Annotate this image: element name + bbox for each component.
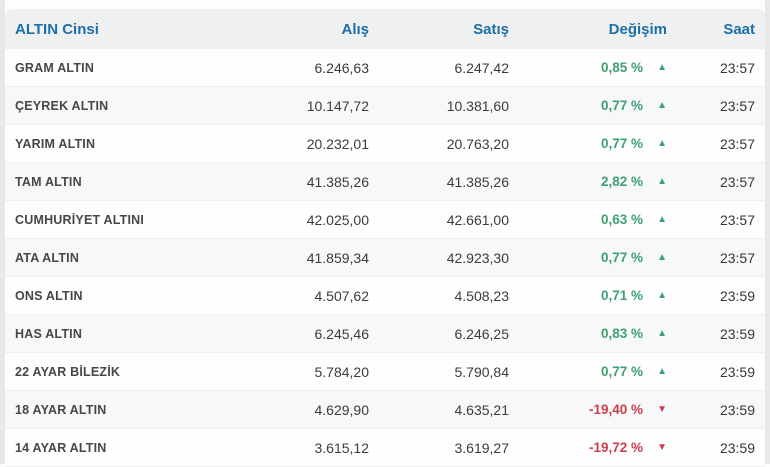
- page-right-margin: [765, 0, 770, 464]
- gold-type-cell: HAS ALTIN: [15, 326, 83, 341]
- sell-price-cell: 4.635,21: [454, 401, 510, 418]
- table-row: ATA ALTIN 41.859,34 42.923,30 0,77 % ▲ 2…: [5, 239, 765, 277]
- time-cell: 23:59: [719, 439, 755, 456]
- up-arrow-icon: ▲: [657, 175, 667, 187]
- time-cell: 23:57: [719, 211, 755, 228]
- down-arrow-icon: ▼: [657, 441, 667, 453]
- table-row: ÇEYREK ALTIN 10.147,72 10.381,60 0,77 % …: [5, 87, 765, 125]
- up-arrow-icon: ▲: [657, 251, 667, 263]
- table-row: GRAM ALTIN 6.246,63 6.247,42 0,85 % ▲ 23…: [5, 49, 765, 87]
- sell-price-cell: 10.381,60: [446, 97, 509, 114]
- change-cell: 0,77 % ▲: [509, 136, 667, 151]
- buy-price-cell: 5.784,20: [314, 363, 370, 380]
- buy-price-cell: 10.147,72: [306, 97, 369, 114]
- sell-price-cell: 4.508,23: [454, 287, 510, 304]
- buy-price-cell: 4.507,62: [314, 287, 370, 304]
- time-cell: 23:59: [719, 401, 755, 418]
- change-percent: -19,40 %: [588, 402, 643, 417]
- sell-price-cell: 3.619,27: [454, 439, 510, 456]
- gold-type-cell: CUMHURİYET ALTINI: [15, 212, 145, 227]
- gold-type-cell: ÇEYREK ALTIN: [15, 98, 109, 113]
- change-cell: 2,82 % ▲: [509, 174, 667, 189]
- change-percent: 0,77 %: [600, 98, 643, 113]
- header-cell-change: Değişim: [608, 20, 667, 38]
- table-row: ONS ALTIN 4.507,62 4.508,23 0,71 % ▲ 23:…: [5, 277, 765, 315]
- gold-type-cell: 14 AYAR ALTIN: [15, 440, 107, 455]
- down-arrow-icon: ▼: [657, 403, 667, 415]
- up-arrow-icon: ▲: [657, 213, 667, 225]
- header-cell-sell: Satış: [473, 20, 509, 38]
- gold-type-cell: 18 AYAR ALTIN: [15, 402, 107, 417]
- gold-type-cell: TAM ALTIN: [15, 174, 82, 189]
- sell-price-cell: 41.385,26: [446, 173, 509, 190]
- sell-price-cell: 42.661,00: [446, 211, 509, 228]
- time-cell: 23:57: [719, 249, 755, 266]
- gold-type-cell: ONS ALTIN: [15, 288, 83, 303]
- up-arrow-icon: ▲: [657, 61, 667, 73]
- table-row: 14 AYAR ALTIN 3.615,12 3.619,27 -19,72 %…: [5, 429, 765, 467]
- header-cell-gold-type: ALTIN Cinsi: [15, 20, 99, 38]
- time-cell: 23:57: [719, 97, 755, 114]
- buy-price-cell: 6.246,63: [314, 59, 370, 76]
- header-cell-buy: Alış: [341, 20, 369, 38]
- header-cell-time: Saat: [723, 20, 755, 38]
- time-cell: 23:59: [719, 325, 755, 342]
- page-left-margin: [0, 0, 5, 464]
- time-cell: 23:57: [719, 59, 755, 76]
- time-cell: 23:59: [719, 287, 755, 304]
- change-cell: -19,40 % ▼: [509, 402, 667, 417]
- change-percent: 0,77 %: [600, 364, 643, 379]
- table-row: CUMHURİYET ALTINI 42.025,00 42.661,00 0,…: [5, 201, 765, 239]
- change-percent: 0,63 %: [600, 212, 643, 227]
- change-cell: -19,72 % ▼: [509, 440, 667, 455]
- sell-price-cell: 5.790,84: [454, 363, 510, 380]
- time-cell: 23:59: [719, 363, 755, 380]
- change-cell: 0,83 % ▲: [509, 326, 667, 341]
- sell-price-cell: 42.923,30: [446, 249, 509, 266]
- change-cell: 0,63 % ▲: [509, 212, 667, 227]
- change-percent: 0,85 %: [600, 60, 643, 75]
- gold-type-cell: YARIM ALTIN: [15, 136, 96, 151]
- change-percent: 0,77 %: [600, 136, 643, 151]
- change-percent: 0,83 %: [600, 326, 643, 341]
- buy-price-cell: 3.615,12: [314, 439, 370, 456]
- buy-price-cell: 41.385,26: [306, 173, 369, 190]
- table-row: YARIM ALTIN 20.232,01 20.763,20 0,77 % ▲…: [5, 125, 765, 163]
- time-cell: 23:57: [719, 173, 755, 190]
- change-percent: 0,77 %: [600, 250, 643, 265]
- change-percent: -19,72 %: [588, 440, 643, 455]
- buy-price-cell: 41.859,34: [306, 249, 369, 266]
- up-arrow-icon: ▲: [657, 327, 667, 339]
- gold-type-cell: GRAM ALTIN: [15, 60, 95, 75]
- change-cell: 0,77 % ▲: [509, 98, 667, 113]
- change-cell: 0,77 % ▲: [509, 250, 667, 265]
- table-header-row: ALTIN Cinsi Alış Satış Değişim Saat: [5, 9, 765, 49]
- gold-prices-table: ALTIN Cinsi Alış Satış Değişim Saat GRAM…: [5, 9, 765, 467]
- gold-type-cell: 22 AYAR BİLEZİK: [15, 364, 121, 379]
- up-arrow-icon: ▲: [657, 137, 667, 149]
- change-cell: 0,77 % ▲: [509, 364, 667, 379]
- table-row: 22 AYAR BİLEZİK 5.784,20 5.790,84 0,77 %…: [5, 353, 765, 391]
- up-arrow-icon: ▲: [657, 365, 667, 377]
- table-row: 18 AYAR ALTIN 4.629,90 4.635,21 -19,40 %…: [5, 391, 765, 429]
- table-row: TAM ALTIN 41.385,26 41.385,26 2,82 % ▲ 2…: [5, 163, 765, 201]
- buy-price-cell: 42.025,00: [306, 211, 369, 228]
- buy-price-cell: 20.232,01: [306, 135, 369, 152]
- change-percent: 2,82 %: [600, 174, 643, 189]
- table-body: GRAM ALTIN 6.246,63 6.247,42 0,85 % ▲ 23…: [5, 49, 765, 467]
- up-arrow-icon: ▲: [657, 289, 667, 301]
- sell-price-cell: 6.246,25: [454, 325, 510, 342]
- change-cell: 0,85 % ▲: [509, 60, 667, 75]
- buy-price-cell: 6.245,46: [314, 325, 370, 342]
- up-arrow-icon: ▲: [657, 99, 667, 111]
- gold-type-cell: ATA ALTIN: [15, 250, 80, 265]
- change-cell: 0,71 % ▲: [509, 288, 667, 303]
- time-cell: 23:57: [719, 135, 755, 152]
- table-row: HAS ALTIN 6.245,46 6.246,25 0,83 % ▲ 23:…: [5, 315, 765, 353]
- sell-price-cell: 20.763,20: [446, 135, 509, 152]
- change-percent: 0,71 %: [600, 288, 643, 303]
- buy-price-cell: 4.629,90: [314, 401, 370, 418]
- sell-price-cell: 6.247,42: [454, 59, 510, 76]
